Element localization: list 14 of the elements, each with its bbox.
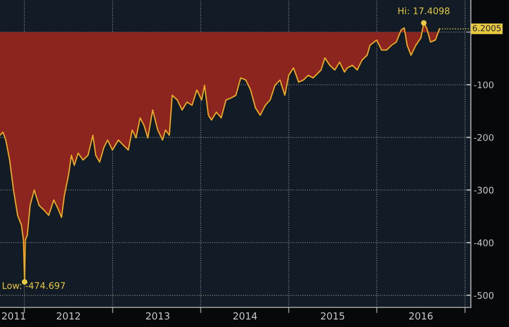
y-tick-label: -500	[474, 292, 494, 299]
y-tick-label: -200	[474, 134, 494, 141]
x-tick-label: 2014	[233, 312, 257, 320]
y-tick-label: -300	[474, 186, 494, 194]
x-tick-label: 2016	[409, 312, 433, 320]
y-tick-label: -400	[474, 239, 494, 246]
x-tick-label: 2011	[2, 312, 26, 320]
ref-line-label: 6.2005	[472, 24, 501, 32]
x-tick-label: 2012	[56, 312, 80, 320]
annotation: Hi: 17.4098	[398, 7, 450, 14]
annotation: Low: -474.697	[2, 282, 65, 289]
x-tick-label: 2013	[146, 312, 170, 320]
x-tick-label: 2015	[320, 312, 344, 320]
y-tick-label: -100	[474, 81, 494, 88]
